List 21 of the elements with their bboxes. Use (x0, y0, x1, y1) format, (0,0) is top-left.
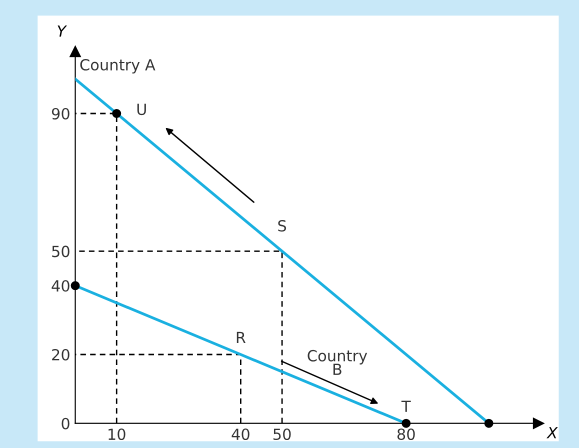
y-axis-title: Y (58, 26, 68, 37)
y-tick-label: 0 (62, 418, 70, 430)
annotation: R (236, 332, 246, 343)
x-axis-title: X (546, 427, 558, 438)
x-tick-label: 40 (232, 428, 250, 440)
x-tick-label: 80 (397, 428, 415, 440)
y-tick-label: 20 (52, 348, 70, 361)
point (484, 418, 494, 428)
x-tick-label: 10 (108, 428, 126, 440)
y-tick-label: 50 (52, 246, 70, 258)
point (112, 108, 122, 118)
y-tick-label: 40 (52, 280, 70, 292)
annotation: T (401, 400, 411, 412)
x-tick-label: 50 (274, 428, 291, 440)
annotation: Country A (80, 58, 156, 74)
annotation: S (278, 220, 286, 232)
annotation: U (137, 104, 146, 116)
point (402, 418, 411, 428)
point (70, 281, 80, 290)
annotation: Country B (308, 350, 368, 375)
y-tick-label: 90 (52, 108, 70, 120)
